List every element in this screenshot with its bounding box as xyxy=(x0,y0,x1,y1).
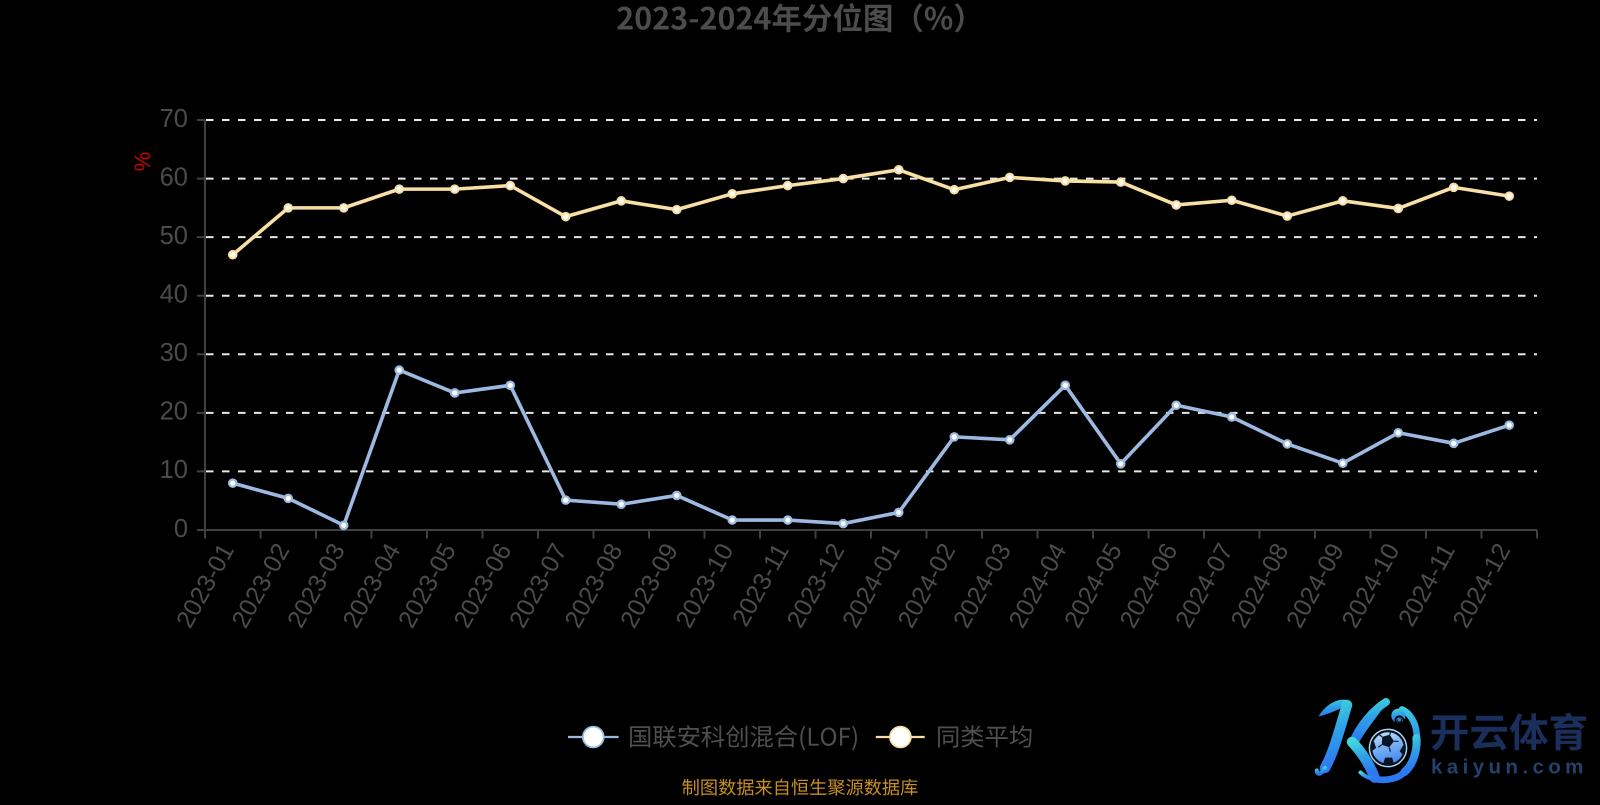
svg-text:10: 10 xyxy=(160,456,188,484)
svg-text:%: % xyxy=(130,152,155,172)
svg-text:60: 60 xyxy=(160,163,188,191)
svg-text:0: 0 xyxy=(174,515,188,543)
svg-text:70: 70 xyxy=(160,105,188,133)
svg-text:50: 50 xyxy=(160,222,188,250)
svg-text:40: 40 xyxy=(160,281,188,309)
svg-text:kaiyun.com: kaiyun.com xyxy=(1431,755,1588,778)
svg-text:30: 30 xyxy=(160,339,188,367)
svg-text:20: 20 xyxy=(160,398,188,426)
